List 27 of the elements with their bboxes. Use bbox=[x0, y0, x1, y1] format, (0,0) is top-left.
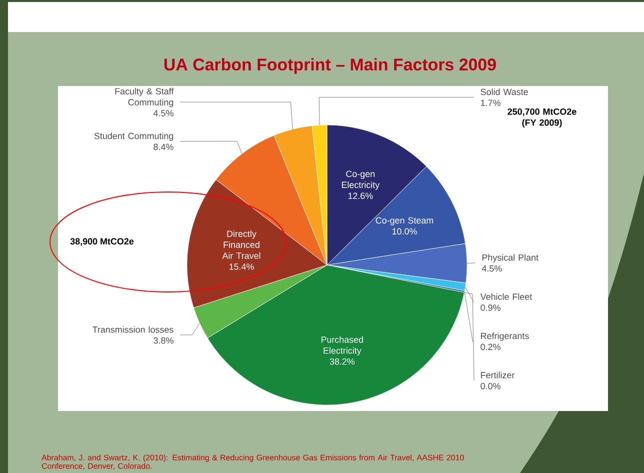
slice-label: Vehicle Fleet bbox=[480, 293, 532, 300]
category-label: Fertilizer bbox=[481, 372, 515, 378]
text: 250,700 MtCO2e (FY 2009) bbox=[508, 108, 576, 128]
data-label: 12.6% bbox=[348, 192, 373, 199]
data-label: 10.0% bbox=[392, 228, 417, 235]
slice-label: Co-gen Steam bbox=[376, 217, 434, 226]
slice-label: Physical Plant bbox=[482, 254, 538, 262]
chart-title: UA Carbon Footprint – Main Factors 2009 bbox=[164, 58, 496, 74]
slice-label: Co-gen Electricity bbox=[342, 170, 380, 190]
slice-label: Directly Financed Air Travel bbox=[222, 230, 260, 259]
data-label: 0.9% bbox=[480, 304, 500, 311]
text: 38,900 MtCO2e bbox=[70, 238, 134, 246]
slice-label: Student Commuting bbox=[94, 132, 174, 141]
data-label: 38.2% bbox=[330, 358, 355, 365]
slice-label: Transmission losses bbox=[92, 326, 174, 333]
data-label: 1.7% bbox=[481, 100, 500, 106]
data-label: 8.4% bbox=[154, 144, 174, 150]
text: 0.0% bbox=[480, 382, 500, 390]
slice-label: Purchased Electricity bbox=[321, 336, 364, 356]
data-label: 15.4% bbox=[229, 263, 254, 270]
slice-label: Solid Waste bbox=[480, 88, 528, 96]
data-label: 4.5% bbox=[153, 110, 174, 116]
data-label: 3.8% bbox=[154, 337, 174, 344]
data-label: 0.2% bbox=[480, 344, 500, 350]
slice-label: Faculty & Staff Commuting bbox=[115, 88, 174, 108]
slice-label: Refrigerants bbox=[481, 332, 529, 341]
data-label: 4.5% bbox=[482, 265, 502, 272]
